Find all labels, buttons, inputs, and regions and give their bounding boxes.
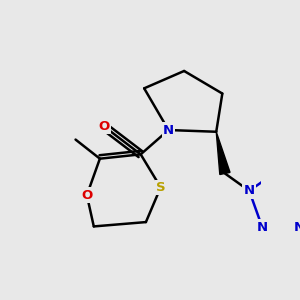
Polygon shape	[216, 132, 230, 175]
Text: N: N	[294, 221, 300, 234]
Text: N: N	[244, 184, 255, 197]
Text: O: O	[81, 189, 92, 202]
Text: S: S	[156, 181, 166, 194]
Text: N: N	[257, 221, 268, 234]
Text: N: N	[163, 124, 174, 136]
Text: O: O	[99, 120, 110, 133]
